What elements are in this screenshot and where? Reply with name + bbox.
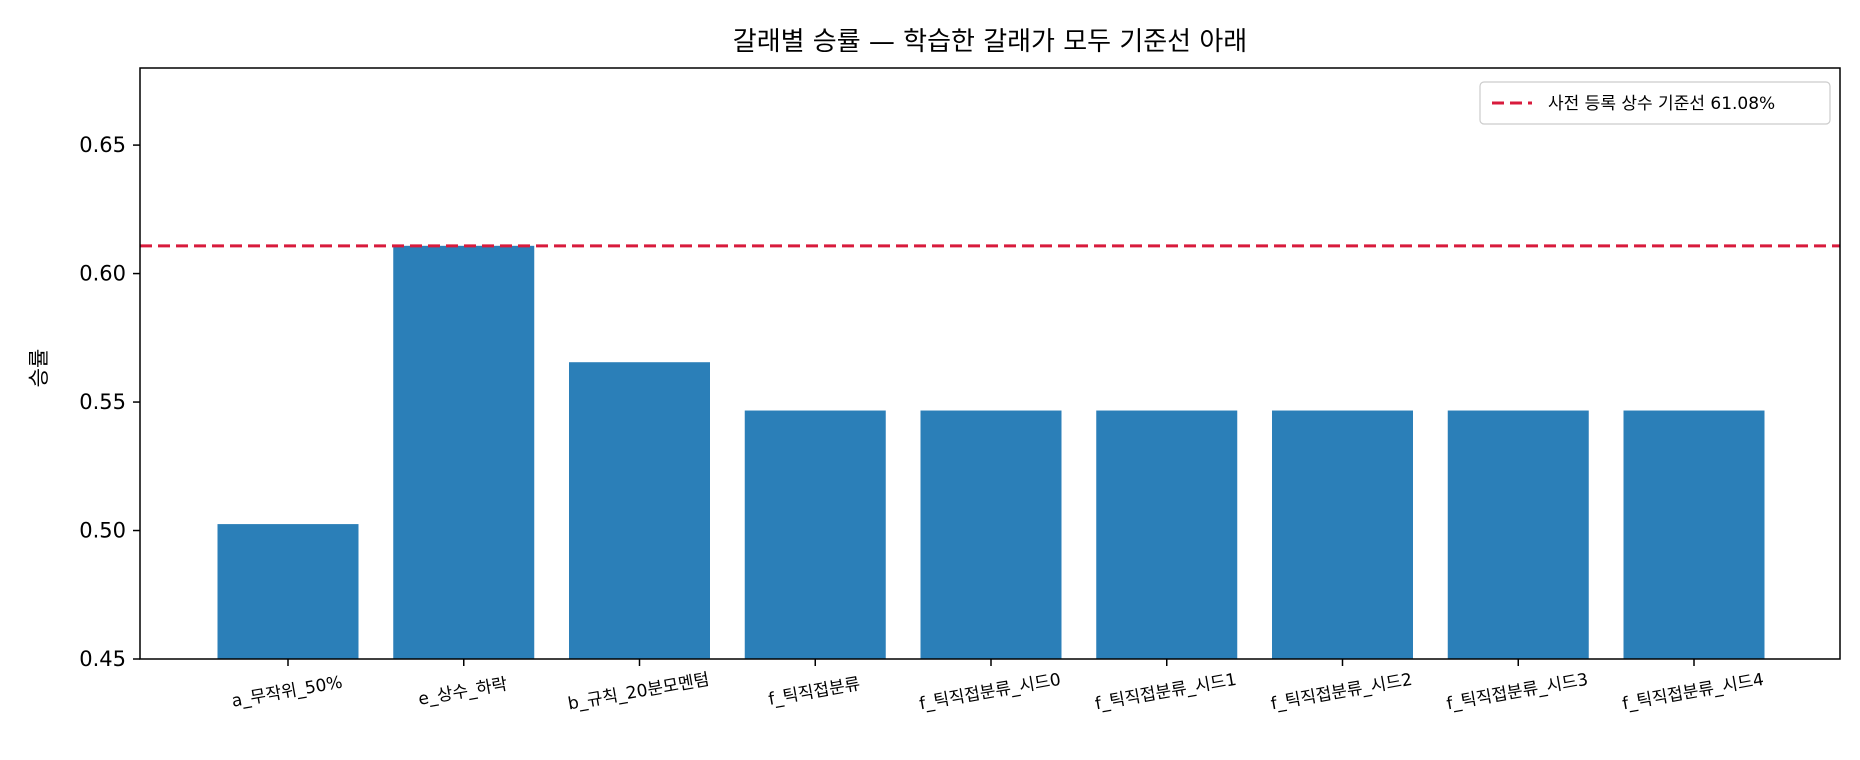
y-axis-ticks: 0.45 0.50 0.55 0.60 0.65 [79, 133, 140, 671]
x-tick-label: f_틱직접분류_시드2 [1269, 670, 1414, 715]
x-axis-ticks: a_무작위_50% e_상수_하락 b_규칙_20분모멘텀 f_틱직접분류 f_틱직접분… [230, 659, 1765, 714]
x-tick-label: a_무작위_50% [230, 672, 344, 711]
legend-entry-baseline: 사전 등록 상수 기준선 61.08% [1548, 94, 1775, 114]
x-tick-label: f_틱직접분류_시드0 [918, 670, 1063, 715]
plot-frame [139, 67, 1841, 660]
x-tick-label: f_틱직접분류_시드4 [1621, 670, 1766, 715]
bars [217, 245, 1765, 660]
bar-9 [1623, 410, 1765, 659]
x-tick-label: f_틱직접분류 [767, 674, 862, 710]
x-tick-label: f_틱직접분류_시드1 [1094, 670, 1239, 715]
x-tick-label: f_틱직접분류_시드3 [1445, 670, 1590, 715]
y-tick-label: 0.65 [79, 133, 126, 157]
bar-1 [217, 524, 359, 659]
bar-4 [744, 410, 886, 659]
y-tick-label: 0.50 [79, 519, 126, 543]
bar-6 [1096, 410, 1238, 659]
y-axis-label: 승률 [27, 349, 51, 388]
chart-title: 갈래별 승률 — 학습한 갈래가 모두 기준선 아래 [733, 27, 1247, 57]
bar-7 [1272, 410, 1413, 659]
bar-8 [1447, 410, 1589, 659]
x-tick-label: e_상수_하락 [417, 674, 509, 709]
bar-3 [569, 362, 710, 659]
y-tick-label: 0.55 [79, 390, 126, 414]
bar-5 [920, 410, 1062, 659]
y-tick-label: 0.45 [79, 647, 126, 671]
legend-box [1479, 81, 1831, 125]
bar-2 [393, 245, 535, 660]
legend: 사전 등록 상수 기준선 61.08% [1479, 81, 1831, 125]
x-tick-label: b_규칙_20분모멘텀 [566, 670, 711, 715]
y-tick-label: 0.60 [79, 262, 126, 286]
